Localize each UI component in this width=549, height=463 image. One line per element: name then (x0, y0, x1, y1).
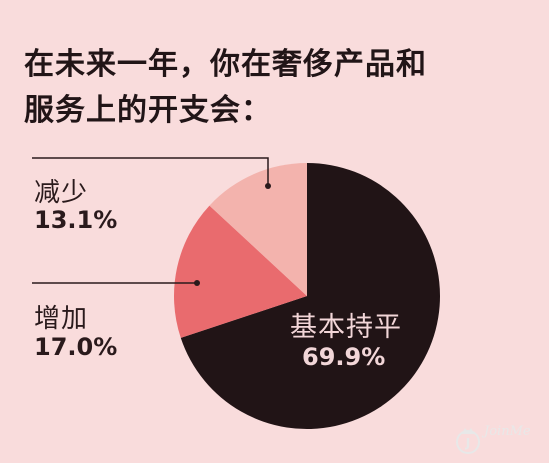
value-increase: 17.0% (34, 333, 118, 361)
label-unchanged: 基本持平 (290, 312, 402, 343)
leader-dot-decrease (265, 183, 271, 189)
leader-dot-increase (194, 280, 200, 286)
slice-decrease (209, 163, 307, 296)
slice-unchanged (180, 162, 441, 429)
svg-text:J: J (465, 436, 470, 450)
label-increase: 增加 (34, 304, 89, 334)
slice-increase (174, 205, 307, 338)
crown-logo-icon: J (456, 428, 480, 454)
value-decrease: 13.1% (34, 206, 118, 234)
value-unchanged: 69.9% (302, 343, 386, 371)
chart-title: 在未来一年，你在奢侈产品和 服务上的开支会： (24, 47, 427, 128)
leader-line-decrease (32, 157, 269, 186)
watermark-text: JoinMe (484, 424, 531, 439)
label-decrease: 减少 (34, 178, 89, 208)
